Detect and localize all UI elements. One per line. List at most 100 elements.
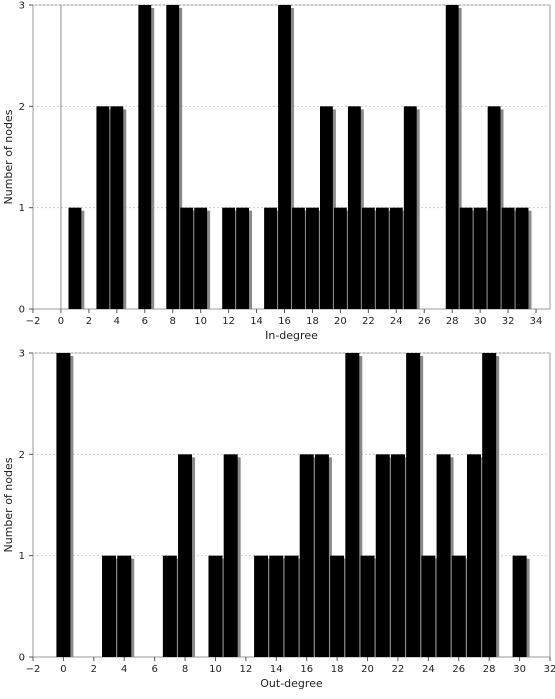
x-tick-label: 26 xyxy=(452,664,465,675)
bar xyxy=(512,555,527,657)
bar xyxy=(466,454,481,657)
x-tick-label: 24 xyxy=(390,316,403,327)
bar xyxy=(482,353,497,657)
bar xyxy=(254,555,269,657)
y-tick-label: 1 xyxy=(19,551,25,562)
x-tick-label: 16 xyxy=(300,664,313,675)
x-tick-label: 34 xyxy=(530,316,543,327)
bar xyxy=(166,5,180,309)
x-tick-label: 12 xyxy=(240,664,253,675)
y-tick-label: 2 xyxy=(19,450,25,461)
bar xyxy=(299,454,314,657)
x-tick-label: 12 xyxy=(222,316,235,327)
x-tick-label: 8 xyxy=(182,664,188,675)
y-axis-label: Number of nodes xyxy=(2,109,15,204)
x-tick-label: 22 xyxy=(392,664,405,675)
y-tick-label: 0 xyxy=(19,305,25,316)
bar xyxy=(389,207,403,309)
x-tick-label: 10 xyxy=(194,316,207,327)
bar xyxy=(501,207,515,309)
y-axis-label: Number of nodes xyxy=(2,457,15,552)
bar xyxy=(360,555,375,657)
bar xyxy=(102,555,117,657)
x-tick-label: 2 xyxy=(91,664,97,675)
bar xyxy=(56,353,71,657)
x-tick-label: 30 xyxy=(474,316,487,327)
x-tick-label: 24 xyxy=(422,664,435,675)
bar xyxy=(445,5,459,309)
bar xyxy=(162,555,177,657)
bar xyxy=(345,353,360,657)
bar xyxy=(347,106,361,309)
x-tick-label: 10 xyxy=(209,664,222,675)
bar xyxy=(292,207,305,309)
x-tick-label: 2 xyxy=(86,316,92,327)
bar xyxy=(406,353,421,657)
bar xyxy=(96,106,110,309)
x-tick-label: −2 xyxy=(26,316,41,327)
x-tick-label: 8 xyxy=(170,316,176,327)
bar xyxy=(314,454,329,657)
y-tick-label: 2 xyxy=(19,102,25,113)
bar xyxy=(194,207,208,309)
x-tick-label: 6 xyxy=(142,316,148,327)
bar xyxy=(375,454,390,657)
y-tick-label: 1 xyxy=(19,203,25,214)
bar xyxy=(68,207,82,309)
chart-panel-1: −2 0 2 4 6 8 10 12 14 16 18 20 22 24 26 28 30 32 340123In-… xyxy=(2,1,551,342)
y-tick-label: 3 xyxy=(19,349,25,360)
bar xyxy=(451,555,466,657)
chart-panel-2: −2 0 2 4 6 8 10 12 14 16 18 20 22 24 26 28 30 320123Out-d… xyxy=(2,349,555,691)
bar xyxy=(278,5,291,309)
bar xyxy=(459,207,473,309)
bar xyxy=(403,106,417,309)
x-tick-label: 28 xyxy=(446,316,459,327)
x-axis-label: Out-degree xyxy=(260,677,323,690)
bar xyxy=(236,207,250,309)
bar xyxy=(390,454,405,657)
bar xyxy=(515,207,529,309)
bar xyxy=(330,555,345,657)
bar xyxy=(138,5,152,309)
x-tick-label: 18 xyxy=(306,316,319,327)
bar xyxy=(180,207,194,309)
x-tick-label: −2 xyxy=(26,664,41,675)
x-tick-label: 14 xyxy=(270,664,283,675)
bar xyxy=(333,207,347,309)
x-tick-label: 26 xyxy=(418,316,431,327)
x-tick-label: 20 xyxy=(334,316,347,327)
x-tick-label: 6 xyxy=(151,664,157,675)
x-axis-label: In-degree xyxy=(265,329,318,342)
bar xyxy=(222,207,236,309)
x-tick-label: 28 xyxy=(483,664,496,675)
x-tick-label: 32 xyxy=(502,316,515,327)
y-tick-label: 0 xyxy=(19,653,25,664)
x-tick-label: 0 xyxy=(60,664,66,675)
x-tick-label: 0 xyxy=(58,316,64,327)
bar xyxy=(306,207,319,309)
x-tick-label: 16 xyxy=(278,316,291,327)
x-tick-label: 32 xyxy=(544,664,555,675)
bar xyxy=(473,207,487,309)
y-tick-label: 3 xyxy=(19,1,25,12)
bar xyxy=(320,106,333,309)
bar xyxy=(178,454,193,657)
bar xyxy=(223,454,238,657)
bar xyxy=(208,555,223,657)
x-tick-label: 22 xyxy=(362,316,375,327)
bar xyxy=(117,555,132,657)
bar xyxy=(375,207,389,309)
bar xyxy=(110,106,124,309)
x-tick-label: 4 xyxy=(114,316,120,327)
x-tick-label: 20 xyxy=(361,664,374,675)
bar xyxy=(361,207,375,309)
bar xyxy=(421,555,436,657)
x-tick-label: 14 xyxy=(250,316,263,327)
bar xyxy=(269,555,284,657)
bar xyxy=(487,106,501,309)
bar xyxy=(436,454,451,657)
bar xyxy=(264,207,277,309)
x-tick-label: 18 xyxy=(331,664,344,675)
